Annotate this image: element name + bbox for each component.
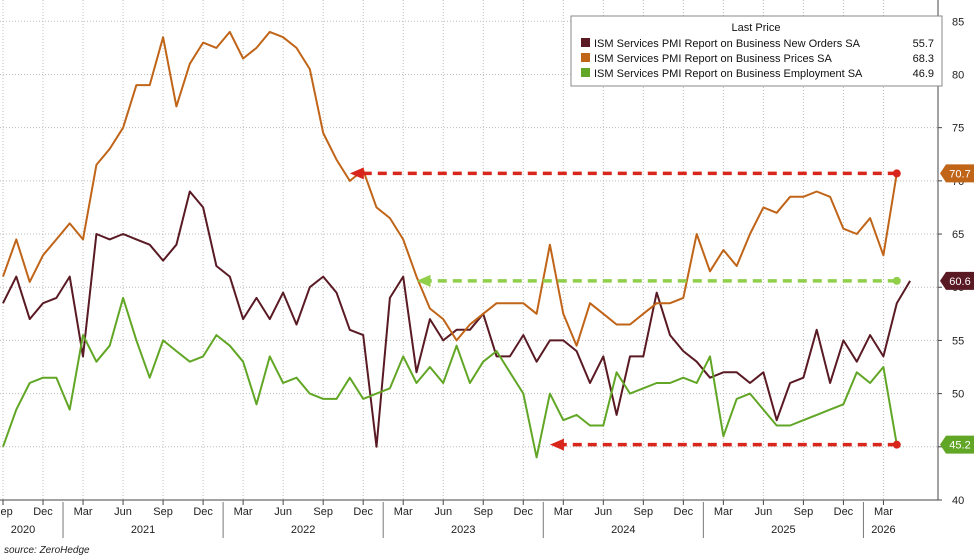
series-line-1 <box>2 30 898 347</box>
y-tick-label: 50 <box>952 389 964 401</box>
badge-shape-0 <box>940 164 974 183</box>
badge-label-2: 45.2 <box>949 440 970 452</box>
badge-shape-2 <box>940 435 974 454</box>
arrow-dot-0 <box>892 169 901 178</box>
legend-title: Last Price <box>732 22 781 34</box>
year-label: 2021 <box>131 524 155 536</box>
x-tick-label: Mar <box>554 506 573 518</box>
series-line-2 <box>2 296 898 459</box>
x-tick-label: Jun <box>594 506 612 518</box>
legend-value-prices: 68.3 <box>913 53 934 65</box>
year-label: 2026 <box>871 524 895 536</box>
x-tick-label: Dec <box>33 506 53 518</box>
year-label: 2022 <box>291 524 315 536</box>
year-label: 2024 <box>611 524 635 536</box>
x-tick-label: Sep <box>634 506 654 518</box>
x-tick-label: Mar <box>714 506 733 518</box>
x-tick-label: Sep <box>473 506 493 518</box>
x-tick-label: Dec <box>513 506 533 518</box>
legend: Last Price ISM Services PMI Report on Bu… <box>570 15 943 87</box>
year-label: 2023 <box>451 524 475 536</box>
year-label: 2025 <box>771 524 795 536</box>
arrow-dot-2 <box>892 440 901 449</box>
series-lines <box>2 30 911 459</box>
x-tick-label: Jun <box>755 506 773 518</box>
legend-label-new-orders: ISM Services PMI Report on Business New … <box>594 38 861 50</box>
x-tick-label: Dec <box>353 506 373 518</box>
arrow-head-0 <box>349 167 364 180</box>
x-tick-label: Sep <box>153 506 173 518</box>
arrow-head-1 <box>416 274 431 287</box>
x-tick-label: Sep <box>0 506 13 518</box>
legend-value-new-orders: 55.7 <box>913 38 934 50</box>
badge-shape-1 <box>940 271 974 290</box>
x-tick-label: Mar <box>74 506 93 518</box>
year-label: 2020 <box>11 524 35 536</box>
arrow-dot-1 <box>892 276 901 285</box>
badge-label-1: 60.6 <box>949 276 970 288</box>
badge-label-0: 70.7 <box>949 168 970 180</box>
x-tick-label: Dec <box>193 506 213 518</box>
y-tick-label: 40 <box>952 495 964 507</box>
x-tick-label: Jun <box>434 506 452 518</box>
legend-box <box>570 15 943 87</box>
x-tick-label: Dec <box>674 506 694 518</box>
series-line-0 <box>2 190 911 448</box>
y-tick-label: 75 <box>952 123 964 135</box>
arrow-head-2 <box>549 438 564 451</box>
x-tick-label: Mar <box>874 506 893 518</box>
y-tick-label: 65 <box>952 229 964 241</box>
y-tick-label: 55 <box>952 335 964 347</box>
x-tick-label: Dec <box>834 506 854 518</box>
arrow-annotations <box>349 167 901 451</box>
x-tick-label: Jun <box>114 506 132 518</box>
x-tick-label: Mar <box>234 506 253 518</box>
legend-label-prices: ISM Services PMI Report on Business Pric… <box>594 53 832 65</box>
x-tick-label: Jun <box>274 506 292 518</box>
x-tick-label: Mar <box>394 506 413 518</box>
y-tick-label: 80 <box>952 69 964 81</box>
y-tick-label: 85 <box>952 16 964 28</box>
legend-swatch-new-orders <box>581 38 590 47</box>
source-note: source: ZeroHedge <box>4 545 90 556</box>
legend-swatch-prices <box>581 53 590 62</box>
legend-value-employment: 46.9 <box>913 68 934 80</box>
legend-label-employment: ISM Services PMI Report on Business Empl… <box>594 68 863 80</box>
x-tick-label: Sep <box>794 506 814 518</box>
axes: 40455055606570758085SepDecMarJunSepDecMa… <box>0 0 964 538</box>
legend-swatch-employment <box>581 68 590 77</box>
x-tick-label: Sep <box>313 506 333 518</box>
last-value-badges: 70.7 60.6 45.2 <box>940 164 974 454</box>
